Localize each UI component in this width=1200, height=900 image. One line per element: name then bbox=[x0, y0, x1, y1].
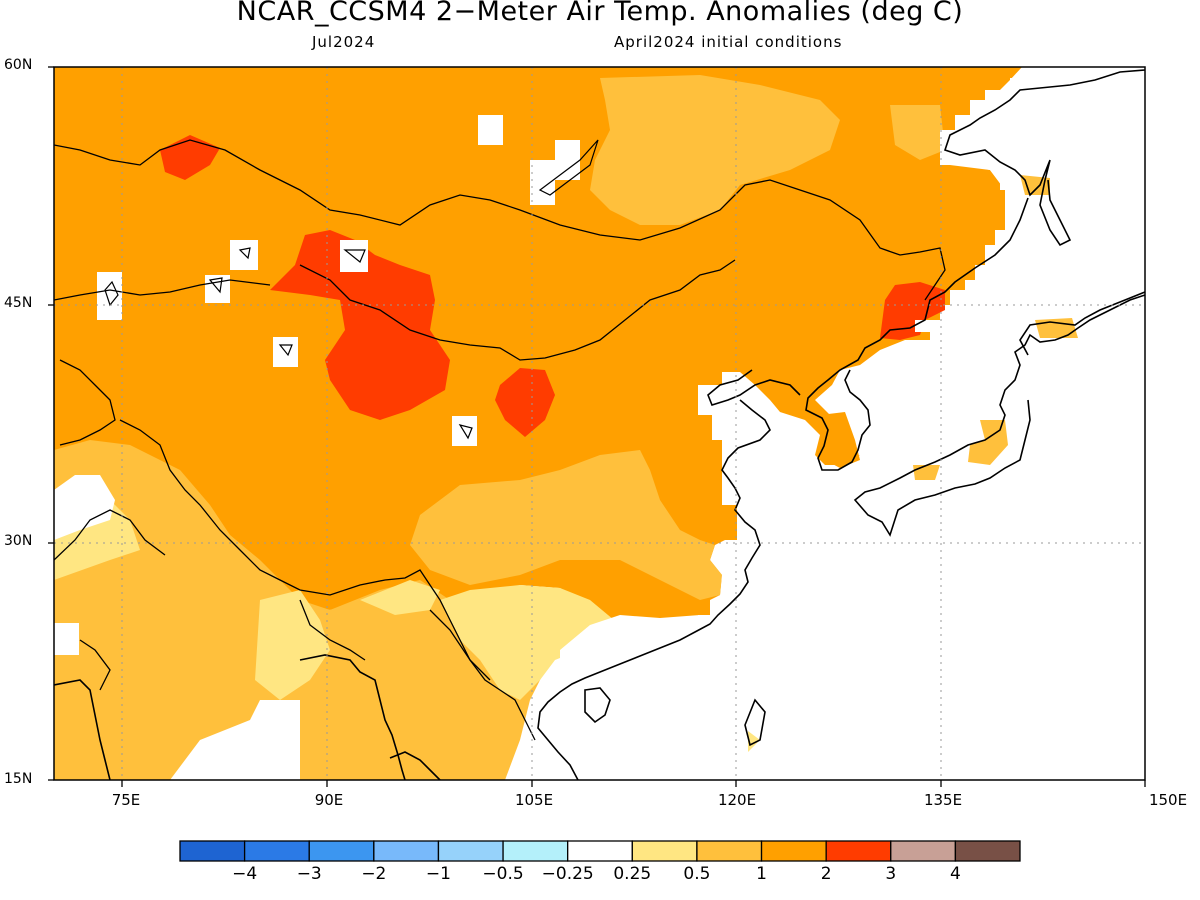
coastlines bbox=[54, 69, 1145, 780]
lat-label-45n: 45N bbox=[4, 295, 33, 311]
colorbar-label: 4 bbox=[949, 864, 961, 884]
colorbar-label: −3 bbox=[296, 864, 322, 884]
colorbar bbox=[179, 840, 1021, 862]
anomaly-region-below-025-sw bbox=[54, 475, 115, 540]
lon-label-90e: 90E bbox=[314, 791, 344, 809]
colorbar-label: 3 bbox=[885, 864, 897, 884]
colorbar-swatch bbox=[696, 840, 763, 862]
colorbar-label: 1 bbox=[756, 864, 767, 884]
map-title: NCAR_CCSM4 2−Meter Air Temp. Anomalies (… bbox=[236, 0, 964, 27]
lat-label-60n: 60N bbox=[4, 57, 33, 73]
lon-label-120e: 120E bbox=[717, 791, 757, 809]
anomaly-fill-layer bbox=[54, 67, 1145, 780]
forecast-month: Jul2024 bbox=[312, 33, 376, 51]
colorbar-label: 2 bbox=[820, 864, 832, 884]
lon-label-105e: 105E bbox=[514, 791, 554, 809]
anomaly-region-05-to-1-central bbox=[410, 450, 722, 600]
anomaly-region-1-to-2 bbox=[54, 67, 1022, 640]
axis-ticks bbox=[48, 66, 1146, 787]
map-frame bbox=[53, 66, 1146, 781]
anomaly-region-05-to-1-north bbox=[590, 75, 840, 225]
colorbar-swatch bbox=[631, 840, 698, 862]
anomaly-region-2-to-3-kazakh bbox=[160, 135, 220, 180]
lon-label-150e: 150E bbox=[1148, 791, 1188, 809]
anomaly-region-2-to-3-dzungaria bbox=[270, 230, 450, 420]
pacific-white-area bbox=[700, 67, 1145, 780]
colorbar-label: 0.5 bbox=[683, 864, 711, 884]
anomaly-region-025-to-05-india bbox=[255, 590, 330, 700]
lat-label-15n: 15N bbox=[4, 771, 33, 787]
country-borders bbox=[54, 139, 946, 741]
colorbar-label: −0.5 bbox=[482, 864, 524, 884]
anomaly-region-025-to-05-mid bbox=[360, 580, 440, 615]
colorbar-swatch bbox=[760, 840, 827, 862]
anomaly-region-1-to-2-korea bbox=[820, 412, 860, 468]
colorbar-label: 0.25 bbox=[613, 864, 652, 884]
colorbar-label: −0.25 bbox=[541, 864, 594, 884]
colorbar-swatch bbox=[567, 840, 633, 862]
colorbar-swatch bbox=[825, 840, 892, 862]
colorbar-swatch bbox=[502, 840, 569, 862]
colorbar-swatch bbox=[890, 840, 957, 862]
lakes bbox=[104, 139, 599, 440]
lat-label-30n: 30N bbox=[4, 533, 33, 549]
colorbar-swatch bbox=[243, 840, 310, 862]
colorbar-swatch bbox=[308, 840, 375, 862]
colorbar-swatch bbox=[179, 840, 246, 862]
colorbar-label: −1 bbox=[425, 864, 451, 884]
colorbar-swatch bbox=[954, 840, 1021, 862]
anomaly-region-2-to-3-primorye bbox=[880, 282, 945, 340]
colorbar-label: −2 bbox=[361, 864, 387, 884]
anomaly-region-05-to-1-hokkaido bbox=[1035, 318, 1078, 338]
lon-label-75e: 75E bbox=[111, 791, 141, 809]
initial-conditions-label: April2024 initial conditions bbox=[614, 33, 843, 51]
anomaly-region-2-to-3-gobi bbox=[495, 368, 555, 437]
colorbar-swatch bbox=[437, 840, 504, 862]
anomaly-region-05-to-1-ne bbox=[890, 105, 945, 160]
colorbar-label: −4 bbox=[232, 864, 258, 884]
anomaly-region-below-025-scs bbox=[560, 615, 710, 680]
colorbar-swatch bbox=[373, 840, 440, 862]
anomaly-region-05-to-1-south bbox=[54, 440, 640, 780]
lon-label-135e: 135E bbox=[923, 791, 963, 809]
anomaly-region-025-to-05-indochina bbox=[440, 585, 650, 700]
